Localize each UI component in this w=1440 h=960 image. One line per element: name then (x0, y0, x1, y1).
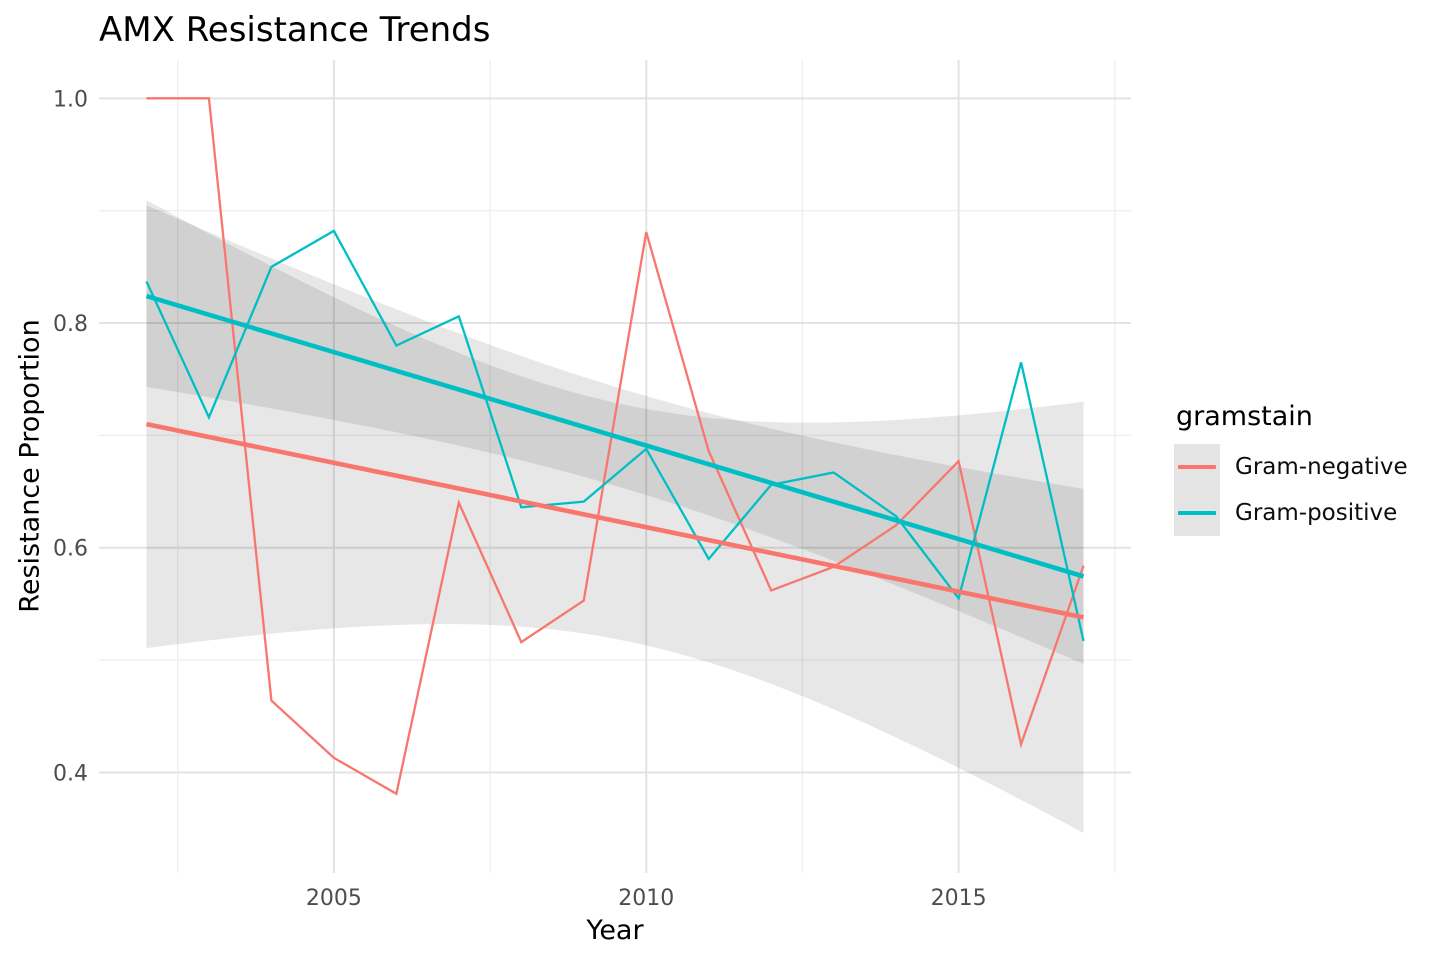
legend-item-gram-positive: Gram-positive (1174, 490, 1408, 536)
chart-title: AMX Resistance Trends (99, 10, 491, 50)
legend-key-gram-negative (1174, 444, 1220, 490)
x-axis-title: Year (586, 915, 644, 946)
legend-title: gramstain (1176, 401, 1313, 432)
legend-key-gram-positive (1174, 490, 1220, 536)
legend-label-gram-positive: Gram-positive (1235, 500, 1398, 526)
x-tick-label: 2015 (931, 886, 987, 911)
y-tick-label: 1.0 (53, 87, 88, 112)
y-tick-label: 0.6 (53, 537, 88, 562)
series-line-gram-negative (146, 97, 1085, 796)
legend-item-gram-negative: Gram-negative (1174, 444, 1408, 490)
gram-positive-line-swatch (1178, 510, 1216, 516)
trend-line-gram-positive (145, 293, 1085, 579)
legend: gramstain Gram-negative Gram-positive (1174, 401, 1408, 536)
x-tick-label: 2005 (306, 886, 362, 911)
y-tick-label: 0.8 (53, 312, 88, 337)
trend-line-gram-negative (146, 421, 1084, 620)
y-tick-label: 0.4 (53, 761, 88, 786)
x-tick-label: 2010 (618, 886, 674, 911)
gram-negative-line-swatch (1178, 464, 1216, 470)
y-axis-title: Resistance Proportion (14, 319, 46, 613)
legend-label-gram-negative: Gram-negative (1235, 454, 1408, 480)
confidence-ribbon-gram-negative (146, 200, 1084, 833)
series-line-gram-positive (145, 229, 1085, 642)
